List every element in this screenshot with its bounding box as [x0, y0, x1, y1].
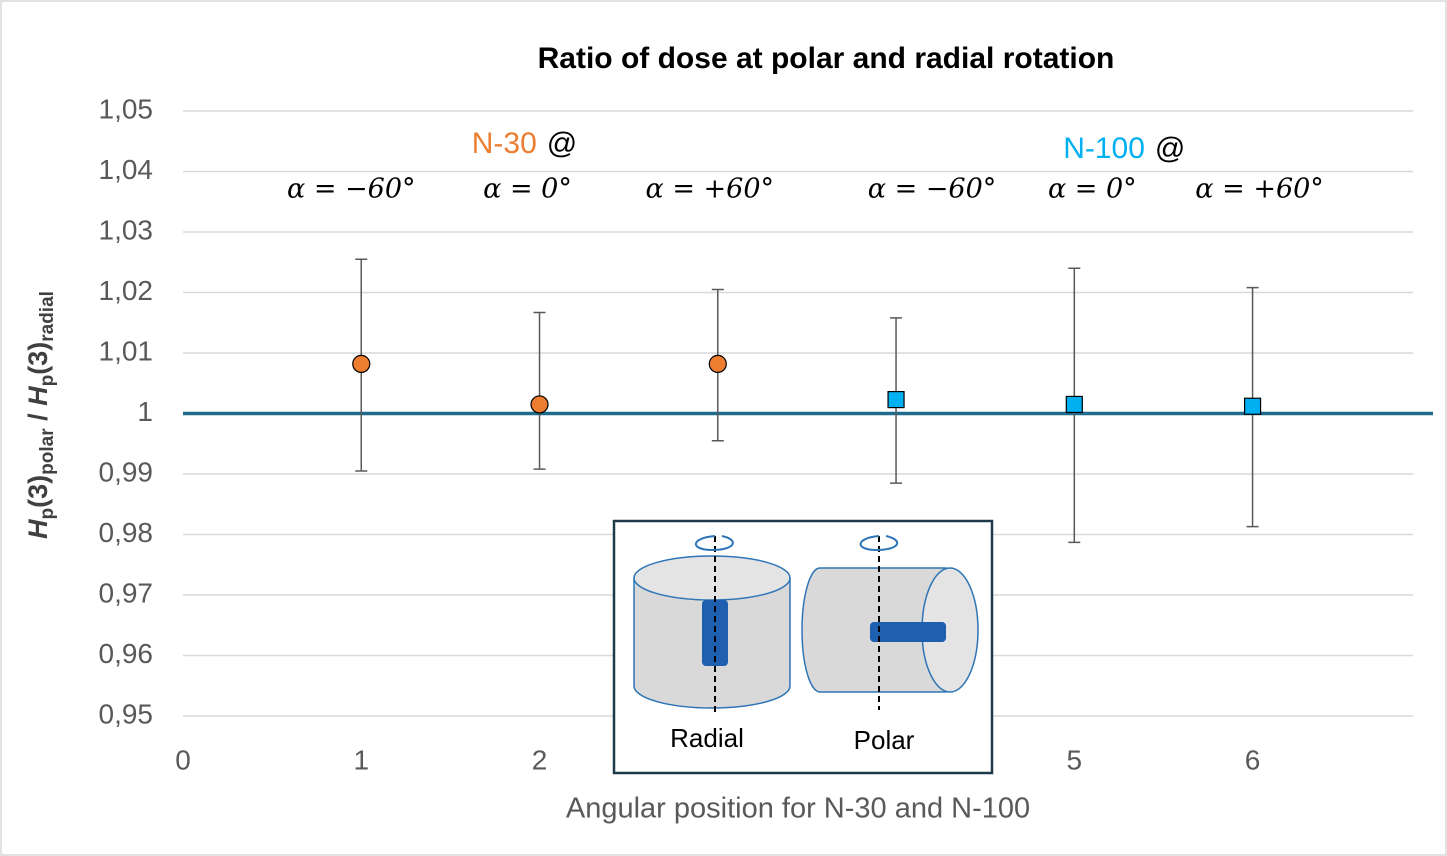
x-tick-label: 5 — [1067, 744, 1083, 775]
y-tick-label: 1,02 — [99, 275, 154, 306]
y-tick-label: 0,95 — [99, 698, 154, 729]
error-bar — [533, 311, 546, 470]
y-tick-label: 1,03 — [99, 214, 154, 245]
marker — [887, 390, 905, 409]
marker — [708, 354, 727, 373]
marker — [352, 354, 371, 373]
group-annotation: N-30 @ — [472, 127, 578, 160]
inset: Radial Polar — [612, 519, 994, 775]
x-tick-label: 2 — [532, 744, 548, 775]
inset-label: Polar — [854, 725, 915, 755]
y-label-part: p — [37, 508, 58, 520]
angle-label: α = 0° — [1048, 174, 1137, 205]
y-label-part: H — [23, 386, 53, 406]
y-label-part: / — [23, 406, 53, 429]
x-tick-label: 1 — [353, 744, 369, 775]
y-axis-label: Hp(3)polar / Hp(3)radial — [23, 291, 58, 539]
y-tick-label: 0,96 — [99, 638, 154, 669]
y-tick-label: 1,05 — [99, 93, 154, 124]
dosimeter — [870, 622, 946, 642]
y-label-part: (3) — [23, 342, 53, 375]
y-tick-label: 0,97 — [99, 577, 154, 608]
y-label-part: p — [37, 375, 58, 387]
marker — [1243, 397, 1262, 415]
y-tick-label: 1,01 — [99, 335, 154, 366]
plot: 0,95 0,96 0,97 0,98 0,99 1 1,01 1,02 1,03 1,04 1,0… — [99, 93, 1433, 775]
series-name: N-30 — [472, 127, 537, 160]
annotation-mark: @ — [547, 127, 577, 160]
y-label-part: radial — [37, 291, 58, 342]
y-tick-label: 0,98 — [99, 517, 154, 548]
annotation-mark: @ — [1155, 132, 1185, 165]
group-annotation: N-100 @ — [1063, 132, 1185, 165]
chart-title: Ratio of dose at polar and radial rotati… — [538, 42, 1115, 75]
angle-label: α = 0° — [483, 174, 572, 205]
y-tick-label: 1 — [137, 396, 153, 427]
rotation-arrow — [694, 535, 734, 552]
marker — [530, 395, 549, 414]
y-label-part: polar — [37, 428, 58, 475]
y-label-part: (3) — [23, 475, 53, 508]
y-tick-label: 0,99 — [99, 456, 154, 487]
inset-label: Radial — [670, 723, 744, 753]
series-name: N-100 — [1063, 132, 1145, 165]
dosimeter — [702, 600, 728, 666]
angle-label: α = +60° — [1195, 174, 1324, 205]
cylinder-top — [633, 555, 791, 601]
y-tick-label: 1,04 — [99, 154, 154, 185]
x-tick-label: 6 — [1245, 744, 1261, 775]
rotation-arrow — [859, 535, 899, 552]
x-axis-label: Angular position for N-30 and N-100 — [566, 793, 1030, 825]
marker — [1065, 395, 1083, 414]
x-tick-label: 0 — [175, 744, 191, 775]
angle-label: α = +60° — [646, 174, 775, 205]
y-label-part: H — [23, 519, 53, 539]
angle-label: α = −60° — [287, 174, 416, 205]
angle-label: α = −60° — [868, 174, 997, 205]
